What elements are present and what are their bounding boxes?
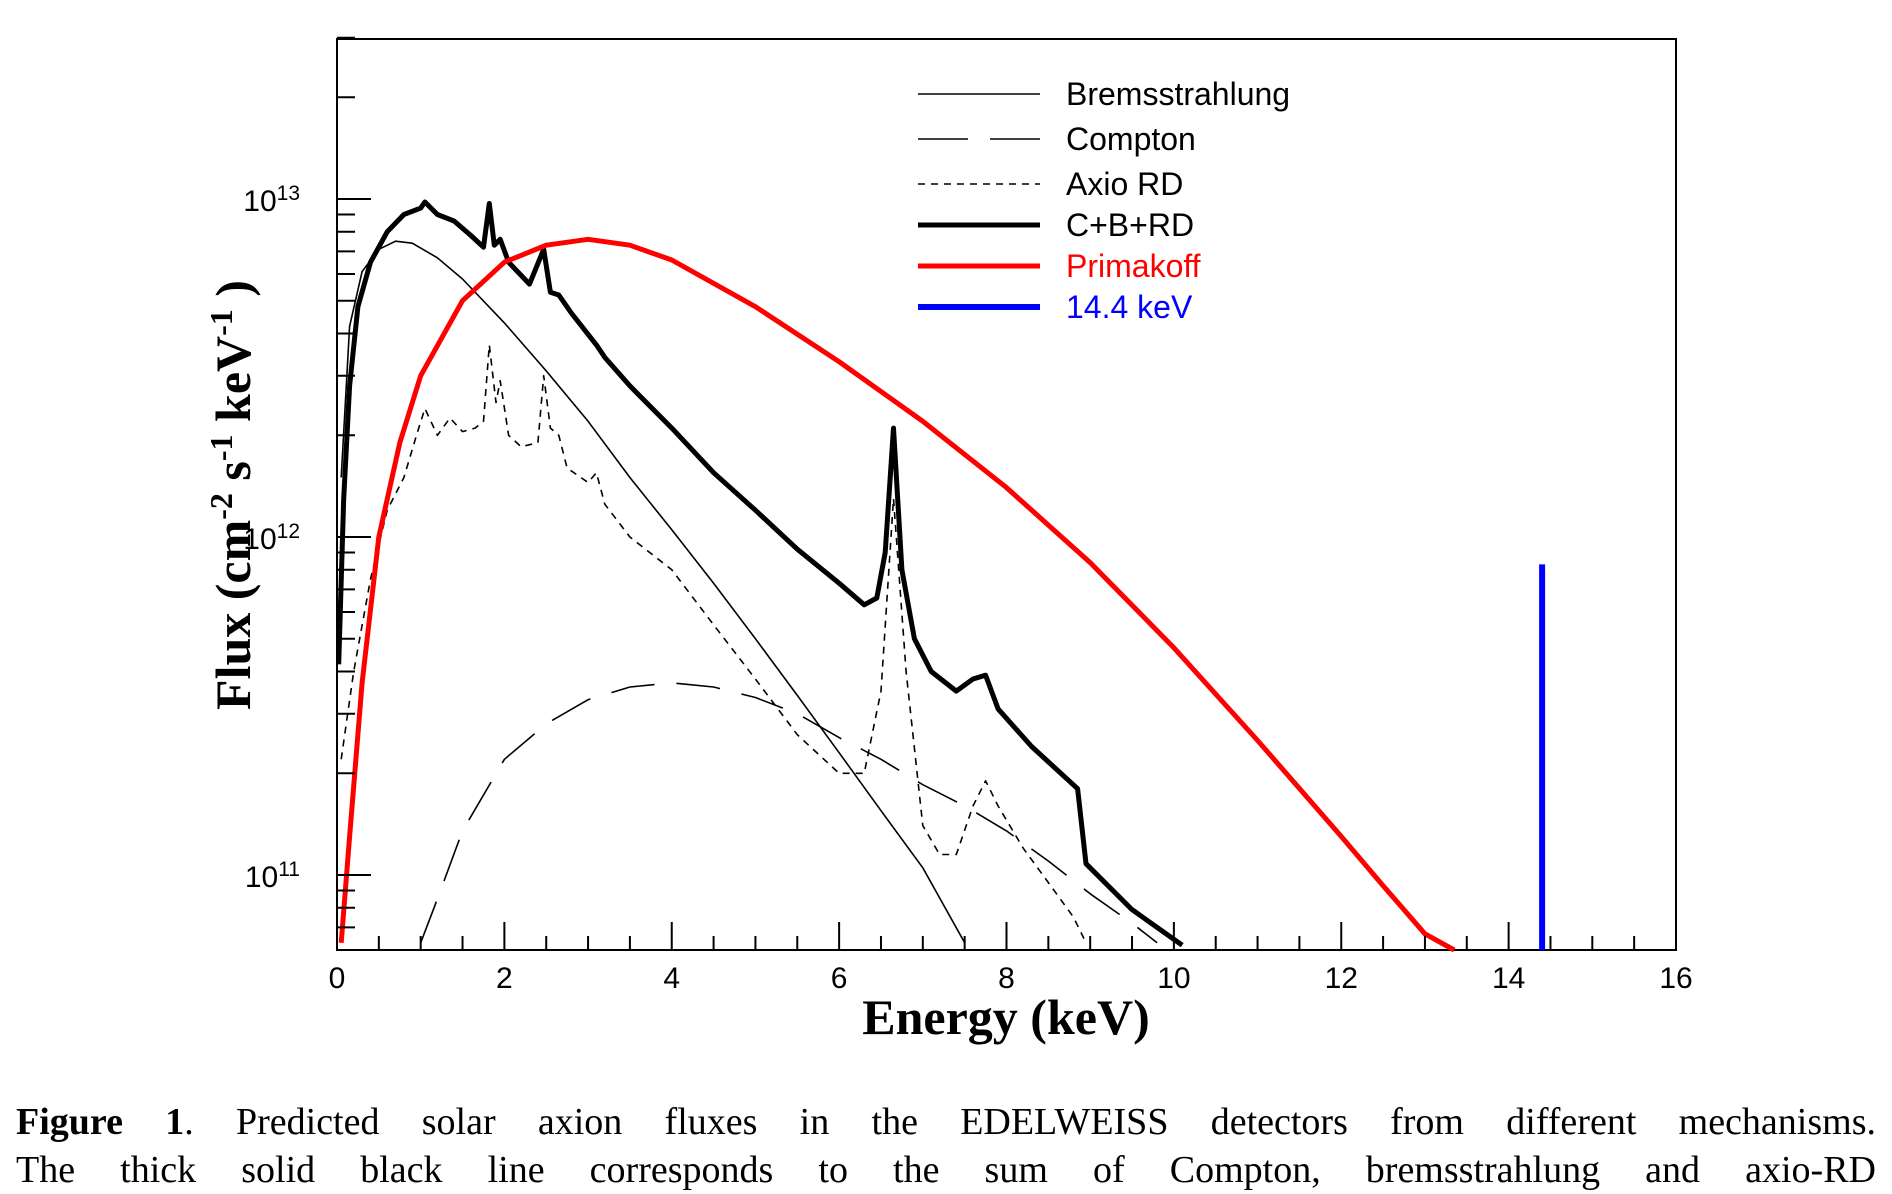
legend-label: C+B+RD bbox=[1066, 207, 1194, 243]
y-tick-exp: 13 bbox=[277, 182, 300, 205]
legend: Bremsstrahlung Compton Axio RD C+B+RD Primak… bbox=[918, 76, 1290, 325]
y-title-sup: -1 bbox=[203, 309, 239, 336]
y-tick-label: 1012 bbox=[243, 520, 300, 557]
y-tick-exp: 11 bbox=[278, 858, 300, 881]
legend-label: Primakoff bbox=[1066, 248, 1201, 284]
legend-label: Axio RD bbox=[1066, 166, 1183, 202]
x-tick-label: 14 bbox=[1492, 962, 1525, 995]
y-tick-label: 1011 bbox=[245, 858, 300, 895]
series-line-2 bbox=[419, 682, 1158, 944]
x-tick-label: 2 bbox=[496, 962, 513, 995]
x-tick-label: 4 bbox=[663, 962, 680, 995]
y-title-part: Flux (cm bbox=[205, 520, 261, 710]
x-tick-label: 8 bbox=[998, 962, 1015, 995]
x-axis-title: Energy (keV) bbox=[862, 989, 1149, 1045]
x-tick-label: 16 bbox=[1659, 962, 1692, 995]
caption-text-1: . Predicted solar axion fluxes in the ED… bbox=[184, 1101, 1876, 1143]
y-title-part: ) bbox=[205, 280, 261, 309]
y-title-part: keV bbox=[205, 336, 261, 435]
plot-frame bbox=[336, 38, 1677, 951]
series-line-5 bbox=[338, 236, 1456, 953]
y-tick-base: 10 bbox=[243, 523, 276, 556]
y-tick-label: 1013 bbox=[243, 182, 300, 219]
caption-label: Figure 1 bbox=[16, 1101, 185, 1143]
caption-line-2: The thick solid black line corresponds t… bbox=[16, 1149, 1876, 1191]
series-layer bbox=[336, 199, 1546, 953]
series-line-3 bbox=[340, 344, 1087, 944]
caption-line-1: Figure 1. Predicted solar axion fluxes i… bbox=[16, 1098, 1876, 1146]
y-title-sup: -2 bbox=[203, 493, 239, 520]
series-line-4 bbox=[336, 199, 1184, 948]
y-title-part: s bbox=[205, 461, 261, 493]
y-tick-base: 10 bbox=[245, 861, 278, 894]
x-tick-label: 0 bbox=[329, 962, 346, 995]
y-tick-exp: 12 bbox=[277, 520, 300, 543]
series-line-1 bbox=[340, 240, 966, 944]
legend-label: 14.4 keV bbox=[1066, 289, 1193, 325]
y-axis-title: Flux (cm-2 s-1 keV-1 ) bbox=[203, 280, 261, 710]
y-title-sup: -1 bbox=[203, 434, 239, 461]
x-tick-label: 10 bbox=[1157, 962, 1190, 995]
figure-caption: Figure 1. Predicted solar axion fluxes i… bbox=[16, 1098, 1876, 1194]
legend-label: Bremsstrahlung bbox=[1066, 76, 1290, 112]
y-tick-base: 10 bbox=[243, 185, 276, 218]
x-tick-label: 6 bbox=[831, 962, 848, 995]
legend-label: Compton bbox=[1066, 121, 1196, 157]
x-tick-label: 12 bbox=[1325, 962, 1358, 995]
